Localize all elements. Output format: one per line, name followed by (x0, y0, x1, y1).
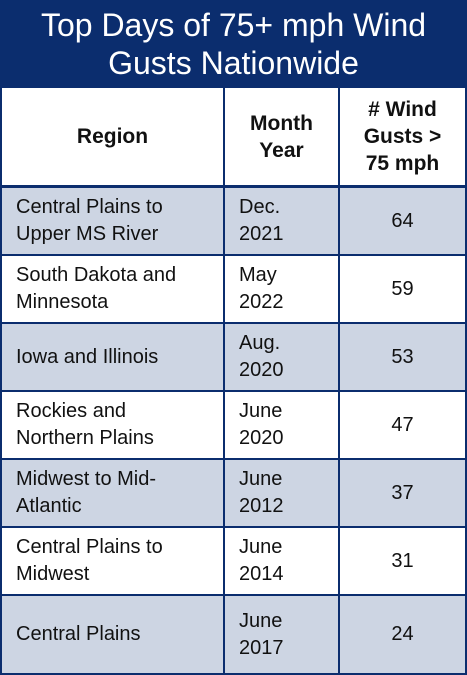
table-cell: # Wind Gusts > 75 mph (340, 88, 467, 188)
title: Top Days of 75+ mph Wind Gusts Nationwid… (0, 0, 467, 88)
table-cell: Aug. 2020 (225, 324, 340, 392)
table-cell: June 2017 (225, 596, 340, 675)
table-cell: 53 (340, 324, 467, 392)
table: Region Month Year # Wind Gusts > 75 mph Cen… (0, 88, 467, 675)
table-cell: May 2022 (225, 256, 340, 324)
table-cell: Region (0, 88, 225, 188)
table-cell: June 2014 (225, 528, 340, 596)
table-cell: Iowa and Illinois (0, 324, 225, 392)
table-cell: 31 (340, 528, 467, 596)
table-cell: Central Plains to Midwest (0, 528, 225, 596)
table-cell: June 2012 (225, 460, 340, 528)
table-cell: South Dakota and Minnesota (0, 256, 225, 324)
table-cell: Rockies and Northern Plains (0, 392, 225, 460)
table-cell: 37 (340, 460, 467, 528)
table-cell: Central Plains (0, 596, 225, 675)
table-cell: 24 (340, 596, 467, 675)
table-cell: Central Plains to Upper MS River (0, 188, 225, 256)
table-cell: 64 (340, 188, 467, 256)
table-cell: 47 (340, 392, 467, 460)
table-cell: Dec. 2021 (225, 188, 340, 256)
table-cell: 59 (340, 256, 467, 324)
table-cell: June 2020 (225, 392, 340, 460)
table-cell: Month Year (225, 88, 340, 188)
table-cell: Midwest to Mid- Atlantic (0, 460, 225, 528)
